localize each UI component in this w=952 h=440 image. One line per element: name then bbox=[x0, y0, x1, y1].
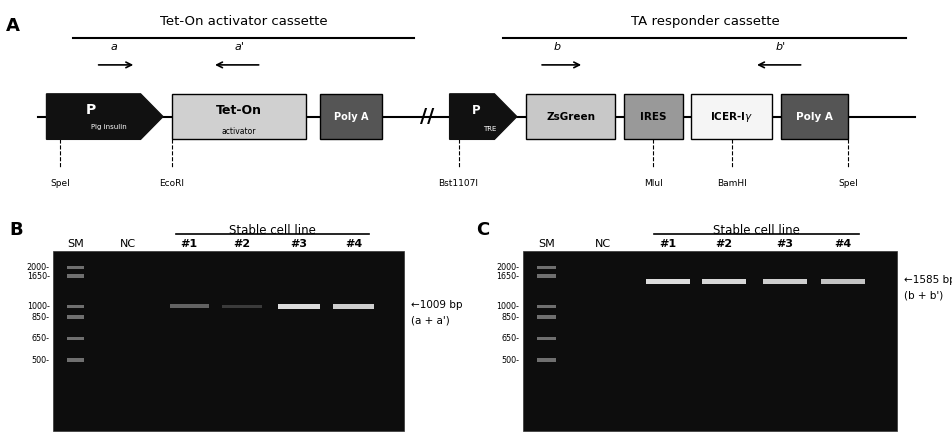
Text: Tet-On activator cassette: Tet-On activator cassette bbox=[160, 15, 327, 28]
Text: $\mathbf{P}$: $\mathbf{P}$ bbox=[471, 104, 481, 117]
Bar bbox=[222, 304, 261, 308]
Text: ICER-I$\gamma$: ICER-I$\gamma$ bbox=[709, 110, 753, 124]
Bar bbox=[537, 337, 555, 340]
Bar bbox=[53, 251, 404, 431]
Bar bbox=[523, 251, 896, 431]
Text: Tet-On: Tet-On bbox=[216, 104, 262, 117]
Bar bbox=[537, 315, 555, 319]
Text: //: // bbox=[420, 107, 434, 126]
Text: 2000-: 2000- bbox=[496, 263, 519, 272]
FancyArrow shape bbox=[47, 94, 163, 139]
Text: 1650-: 1650- bbox=[27, 271, 50, 281]
Text: 1000-: 1000- bbox=[496, 302, 519, 311]
Text: #4: #4 bbox=[345, 239, 362, 249]
Bar bbox=[169, 304, 208, 308]
Text: Poly A: Poly A bbox=[333, 112, 368, 121]
Text: BamHI: BamHI bbox=[716, 179, 746, 187]
Bar bbox=[762, 279, 806, 284]
Text: 1000-: 1000- bbox=[27, 302, 50, 311]
Text: C: C bbox=[476, 221, 489, 239]
Text: ←1585 bp: ←1585 bp bbox=[902, 275, 952, 286]
Text: #3: #3 bbox=[290, 239, 307, 249]
Text: MluI: MluI bbox=[644, 179, 662, 187]
Text: #4: #4 bbox=[834, 239, 851, 249]
Text: a: a bbox=[110, 43, 117, 52]
Bar bbox=[67, 304, 84, 308]
Text: NC: NC bbox=[594, 239, 610, 249]
Text: A: A bbox=[7, 17, 20, 35]
Text: IRES: IRES bbox=[640, 112, 666, 121]
Text: #2: #2 bbox=[715, 239, 732, 249]
Text: 500-: 500- bbox=[501, 356, 519, 365]
Text: 850-: 850- bbox=[501, 312, 519, 322]
Text: SM: SM bbox=[538, 239, 554, 249]
Bar bbox=[537, 359, 555, 362]
Bar bbox=[624, 94, 682, 139]
Bar bbox=[526, 94, 615, 139]
Bar bbox=[701, 279, 745, 284]
Text: SpeI: SpeI bbox=[838, 179, 857, 187]
Bar bbox=[319, 94, 382, 139]
Text: Poly A: Poly A bbox=[796, 112, 832, 121]
Text: 650-: 650- bbox=[31, 334, 50, 343]
Bar bbox=[67, 274, 84, 278]
FancyArrow shape bbox=[449, 94, 516, 139]
Text: Pig insulin: Pig insulin bbox=[91, 124, 127, 130]
Text: TA responder cassette: TA responder cassette bbox=[630, 15, 779, 28]
Text: $\mathbf{P}$: $\mathbf{P}$ bbox=[86, 103, 97, 117]
Bar bbox=[645, 279, 689, 284]
Text: SM: SM bbox=[67, 239, 84, 249]
Bar bbox=[537, 266, 555, 269]
Text: B: B bbox=[10, 221, 23, 239]
Bar bbox=[67, 315, 84, 319]
Text: #1: #1 bbox=[659, 239, 676, 249]
Text: b': b' bbox=[775, 43, 785, 52]
Text: EcoRI: EcoRI bbox=[159, 179, 185, 187]
Text: a': a' bbox=[234, 43, 244, 52]
Text: #2: #2 bbox=[233, 239, 250, 249]
Text: (a + a'): (a + a') bbox=[410, 315, 449, 325]
Text: SpeI: SpeI bbox=[50, 179, 69, 187]
Text: 850-: 850- bbox=[31, 312, 50, 322]
Bar bbox=[820, 279, 864, 284]
Text: (b + b'): (b + b') bbox=[902, 290, 942, 301]
Text: 650-: 650- bbox=[501, 334, 519, 343]
Text: ←1009 bp: ←1009 bp bbox=[410, 300, 462, 310]
Text: 2000-: 2000- bbox=[27, 263, 50, 272]
Bar bbox=[278, 304, 319, 308]
Text: TRE: TRE bbox=[483, 126, 496, 132]
Text: ZsGreen: ZsGreen bbox=[545, 112, 594, 121]
Bar bbox=[691, 94, 771, 139]
Bar bbox=[67, 337, 84, 340]
Bar bbox=[332, 304, 374, 308]
Bar bbox=[537, 274, 555, 278]
Bar bbox=[537, 304, 555, 308]
Text: 1650-: 1650- bbox=[496, 271, 519, 281]
Text: 500-: 500- bbox=[31, 356, 50, 365]
Bar bbox=[67, 266, 84, 269]
Text: b: b bbox=[553, 43, 560, 52]
Bar bbox=[67, 359, 84, 362]
Text: activator: activator bbox=[222, 127, 256, 136]
Bar bbox=[781, 94, 847, 139]
Text: #3: #3 bbox=[775, 239, 792, 249]
Text: Stable cell line: Stable cell line bbox=[228, 224, 316, 237]
Text: #1: #1 bbox=[181, 239, 198, 249]
Text: Stable cell line: Stable cell line bbox=[712, 224, 800, 237]
Text: NC: NC bbox=[120, 239, 136, 249]
Bar bbox=[171, 94, 306, 139]
Text: Bst1107I: Bst1107I bbox=[438, 179, 478, 187]
